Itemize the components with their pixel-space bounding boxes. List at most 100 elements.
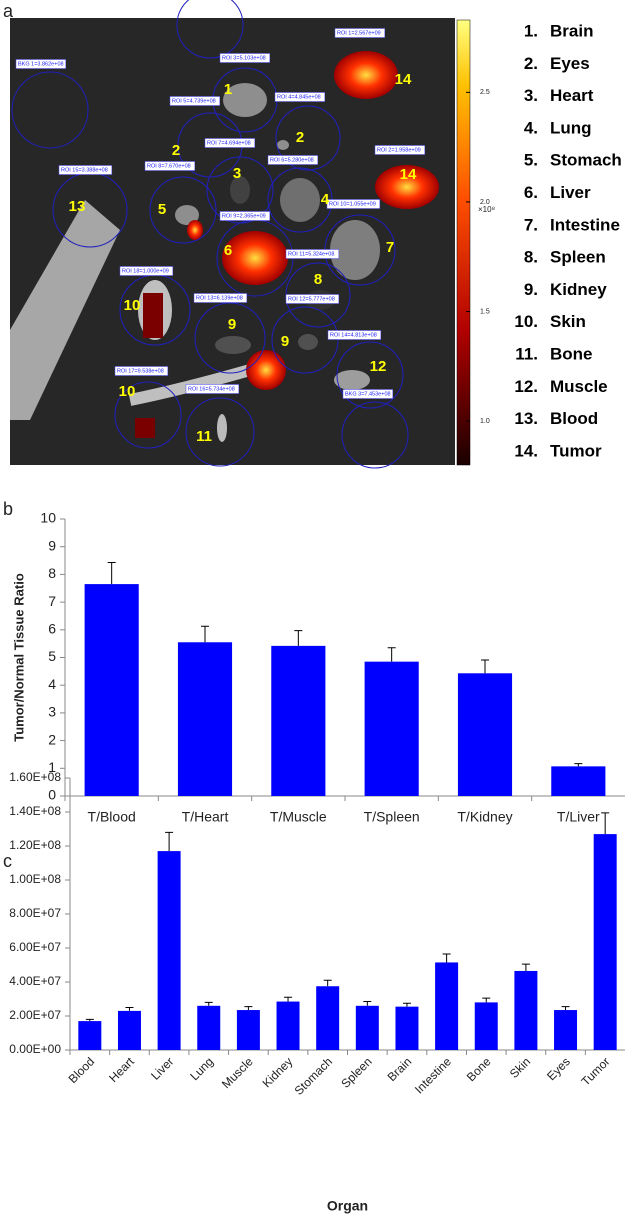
bar [514,970,538,1050]
error-bar [294,630,303,646]
x-tick-label: T/Muscle [270,809,327,825]
roi-label-box [327,330,382,340]
organ-number: 2 [172,142,180,159]
bar [276,1001,300,1050]
legend-name: Eyes [550,54,590,73]
error-bar [204,1001,213,1006]
y-tick-label: 0.00E+00 [9,1042,61,1056]
error-bar [363,1001,372,1006]
panel-label: c [3,851,12,871]
organ-number: 10 [124,297,141,314]
roi-label: ROI 15=3.388e+08 [61,167,108,173]
error-bar [85,1018,94,1022]
organ-number: 13 [69,198,86,215]
legend-name: Brain [550,21,593,40]
organ-number: 10 [119,383,136,400]
roi-label-box [285,294,340,304]
organ-number: 6 [224,242,232,259]
roi-label: ROI 16=5.734e+08 [188,386,235,392]
bar [197,1005,221,1050]
organ-number: 11 [196,428,212,445]
bar [117,1010,141,1050]
error-bar [521,963,530,971]
roi-label: ROI 1=2.567e+09 [337,30,381,36]
bar [78,1021,102,1050]
error-bar [574,763,583,767]
y-tick-label: 1.60E+08 [9,770,61,784]
roi-label: ROI 4=4.845e+08 [277,94,321,100]
roi-label: ROI 8=7.670e+08 [147,163,191,169]
panel-label: a [3,1,14,21]
roi-label-box [58,165,113,175]
legend-number: 13. [514,409,538,428]
y-tick-label: 5 [48,648,56,664]
error-bar [165,831,174,852]
bar [236,1010,260,1050]
error-bar [323,979,332,987]
roi-label: ROI 7=4.694e+08 [207,140,251,146]
legend-name: Kidney [550,280,607,299]
roi-label-box [219,53,270,63]
legend-number: 4. [524,118,538,137]
x-tick-label: Skin [507,1054,533,1080]
legend-number: 9. [524,280,538,299]
roi-label-box [144,161,195,171]
legend-number: 5. [524,151,538,170]
roi-label: ROI 6=5.280e+08 [270,157,314,163]
bar [395,1006,419,1050]
x-tick-label: Stomach [292,1054,335,1097]
y-tick-label: 6.00E+07 [9,940,61,954]
error-bar [125,1007,134,1011]
roi-label-box [119,266,174,276]
roi-label-box [15,59,66,69]
y-tick-label: 1.20E+08 [9,838,61,852]
organ-number: 14 [400,166,417,183]
legend-number: 2. [524,54,538,73]
roi-label: ROI 3=5.103e+08 [222,55,266,61]
error-bar [244,1006,253,1011]
legend-name: Blood [550,409,598,428]
roi-label-box [204,138,255,148]
error-bar [402,1002,411,1007]
organ-number: 7 [386,239,394,256]
y-tick-label: 4.00E+07 [9,974,61,988]
x-tick-label: Kidney [260,1054,296,1090]
colorbar-tick-label: 2.0 [480,199,490,206]
bar [364,661,419,796]
y-tick-label: 2.00E+07 [9,1008,61,1022]
x-tick-label: Lung [187,1054,216,1083]
x-tick-label: Tumor [578,1054,612,1088]
legend-number: 10. [514,312,538,331]
x-tick-label: Spleen [338,1054,374,1090]
organ-number: 12 [370,358,387,375]
roi-label-box [193,293,248,303]
legend-number: 12. [514,377,538,396]
organ-number: 9 [281,333,289,350]
organ-number: 4 [321,191,330,208]
colorbar-tick-label: 1.5 [480,308,490,315]
y-tick-label: 3 [48,704,56,720]
roi-label-box [169,96,220,106]
x-tick-label: T/Kidney [457,809,512,825]
organ-number: 5 [158,201,166,218]
bar [554,1010,578,1050]
bar [593,834,617,1050]
error-bar [482,997,491,1003]
image-panel: ×10⁸ [10,0,495,469]
organ-number: 1 [224,81,232,98]
roi-label: ROI 17=9.538e+08 [117,368,164,374]
bar [316,986,340,1050]
roi-label-box [219,211,270,221]
x-tick-label: Brain [385,1054,415,1084]
x-tick-label: Intestine [412,1054,454,1096]
error-bar [601,812,610,835]
y-tick-label: 1 [48,759,56,775]
legend-number: 7. [524,215,538,234]
roi-label: BKG 3=7.453e+08 [345,391,391,397]
colorbar-tick-label: 2.5 [480,89,490,96]
organ-number: 9 [228,316,236,333]
roi-label: ROI 18=1.000e+09 [122,268,169,274]
legend-name: Spleen [550,248,606,267]
roi-label-box [267,155,318,165]
